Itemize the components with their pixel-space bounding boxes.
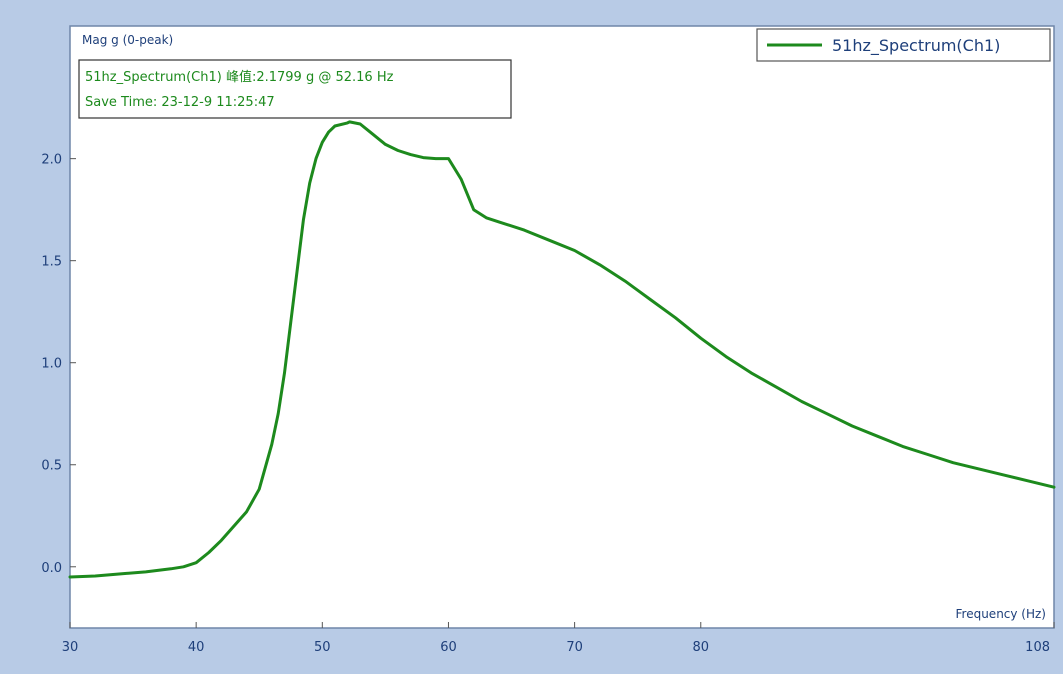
tick-layer: 30 40 50 60 70 80 108 0.0 0.5 1.0 1.5 2.0: [41, 153, 1055, 655]
y-tick-label: 2.0: [41, 153, 62, 168]
legend-entry: 51hz_Spectrum(Ch1): [832, 36, 1000, 56]
y-tick-label: 1.5: [41, 255, 62, 270]
x-tick-label: 70: [566, 640, 583, 655]
y-tick-label: 0.5: [41, 459, 62, 474]
x-tick-label: 50: [314, 640, 331, 655]
x-axis-label: Frequency (Hz): [956, 607, 1047, 621]
y-axis-label: Mag g (0-peak): [82, 33, 173, 47]
y-tick-label: 0.0: [41, 561, 62, 576]
x-tick-label: 60: [440, 640, 457, 655]
x-tick-label: 40: [188, 640, 205, 655]
annotation-box: [78, 59, 512, 119]
legend: 51hz_Spectrum(Ch1): [756, 28, 1051, 62]
peak-annotation: 51hz_Spectrum(Ch1) 峰值:2.1799 g @ 52.16 H…: [78, 59, 512, 119]
annotation-line-1: 51hz_Spectrum(Ch1) 峰值:2.1799 g @ 52.16 H…: [85, 69, 394, 85]
x-tick-label: 30: [62, 640, 79, 655]
annotation-line-2: Save Time: 23-12-9 11:25:47: [85, 95, 275, 110]
series-layer: [68, 120, 1056, 579]
x-tick-label: 108: [1025, 640, 1050, 655]
y-tick-label: 1.0: [41, 357, 62, 372]
x-tick-label: 80: [692, 640, 709, 655]
series-line: [68, 120, 1056, 579]
